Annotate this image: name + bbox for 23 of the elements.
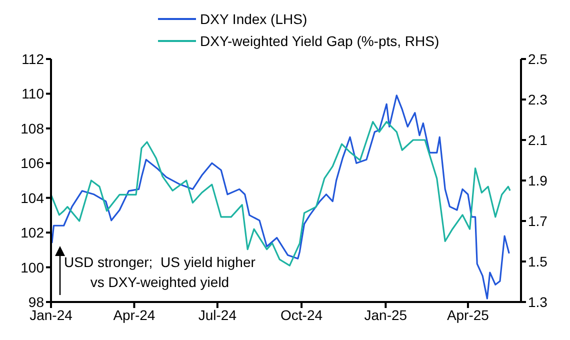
legend-label: DXY-weighted Yield Gap (%-pts, RHS) [200, 32, 440, 51]
x-tick-label: Apr-24 [113, 306, 156, 323]
y2-tick-label: 1.3 [528, 294, 548, 310]
y2-tick-label: 2.5 [528, 50, 548, 67]
y-tick-label: 112 [22, 50, 44, 67]
x-tick-label: Jul-24 [198, 306, 237, 323]
y2-tick-label: 1.9 [528, 172, 548, 188]
x-tick-label: Oct-24 [280, 306, 323, 323]
y-tick-label: 106 [20, 155, 44, 172]
y2-tick-label: 1.7 [528, 212, 548, 229]
x-tick-label: Apr-25 [446, 306, 490, 323]
annotation: USD stronger; US yield higher vs DXY-weighted yield [64, 253, 256, 292]
y2-tick-label: 2.1 [528, 132, 548, 148]
x-tick-label: Jan-25 [364, 306, 408, 323]
y-tick-label: 100 [20, 259, 44, 276]
y-tick-label: 104 [20, 190, 44, 206]
y-tick-label: 110 [22, 86, 44, 102]
y2-tick-label: 2.3 [528, 91, 548, 108]
y2-tick-label: 1.5 [528, 253, 548, 270]
y-tick-label: 108 [20, 120, 44, 136]
line-series [51, 94, 510, 300]
legend-label: DXY Index (LHS) [200, 10, 308, 29]
y-tick-label: 102 [20, 224, 44, 241]
